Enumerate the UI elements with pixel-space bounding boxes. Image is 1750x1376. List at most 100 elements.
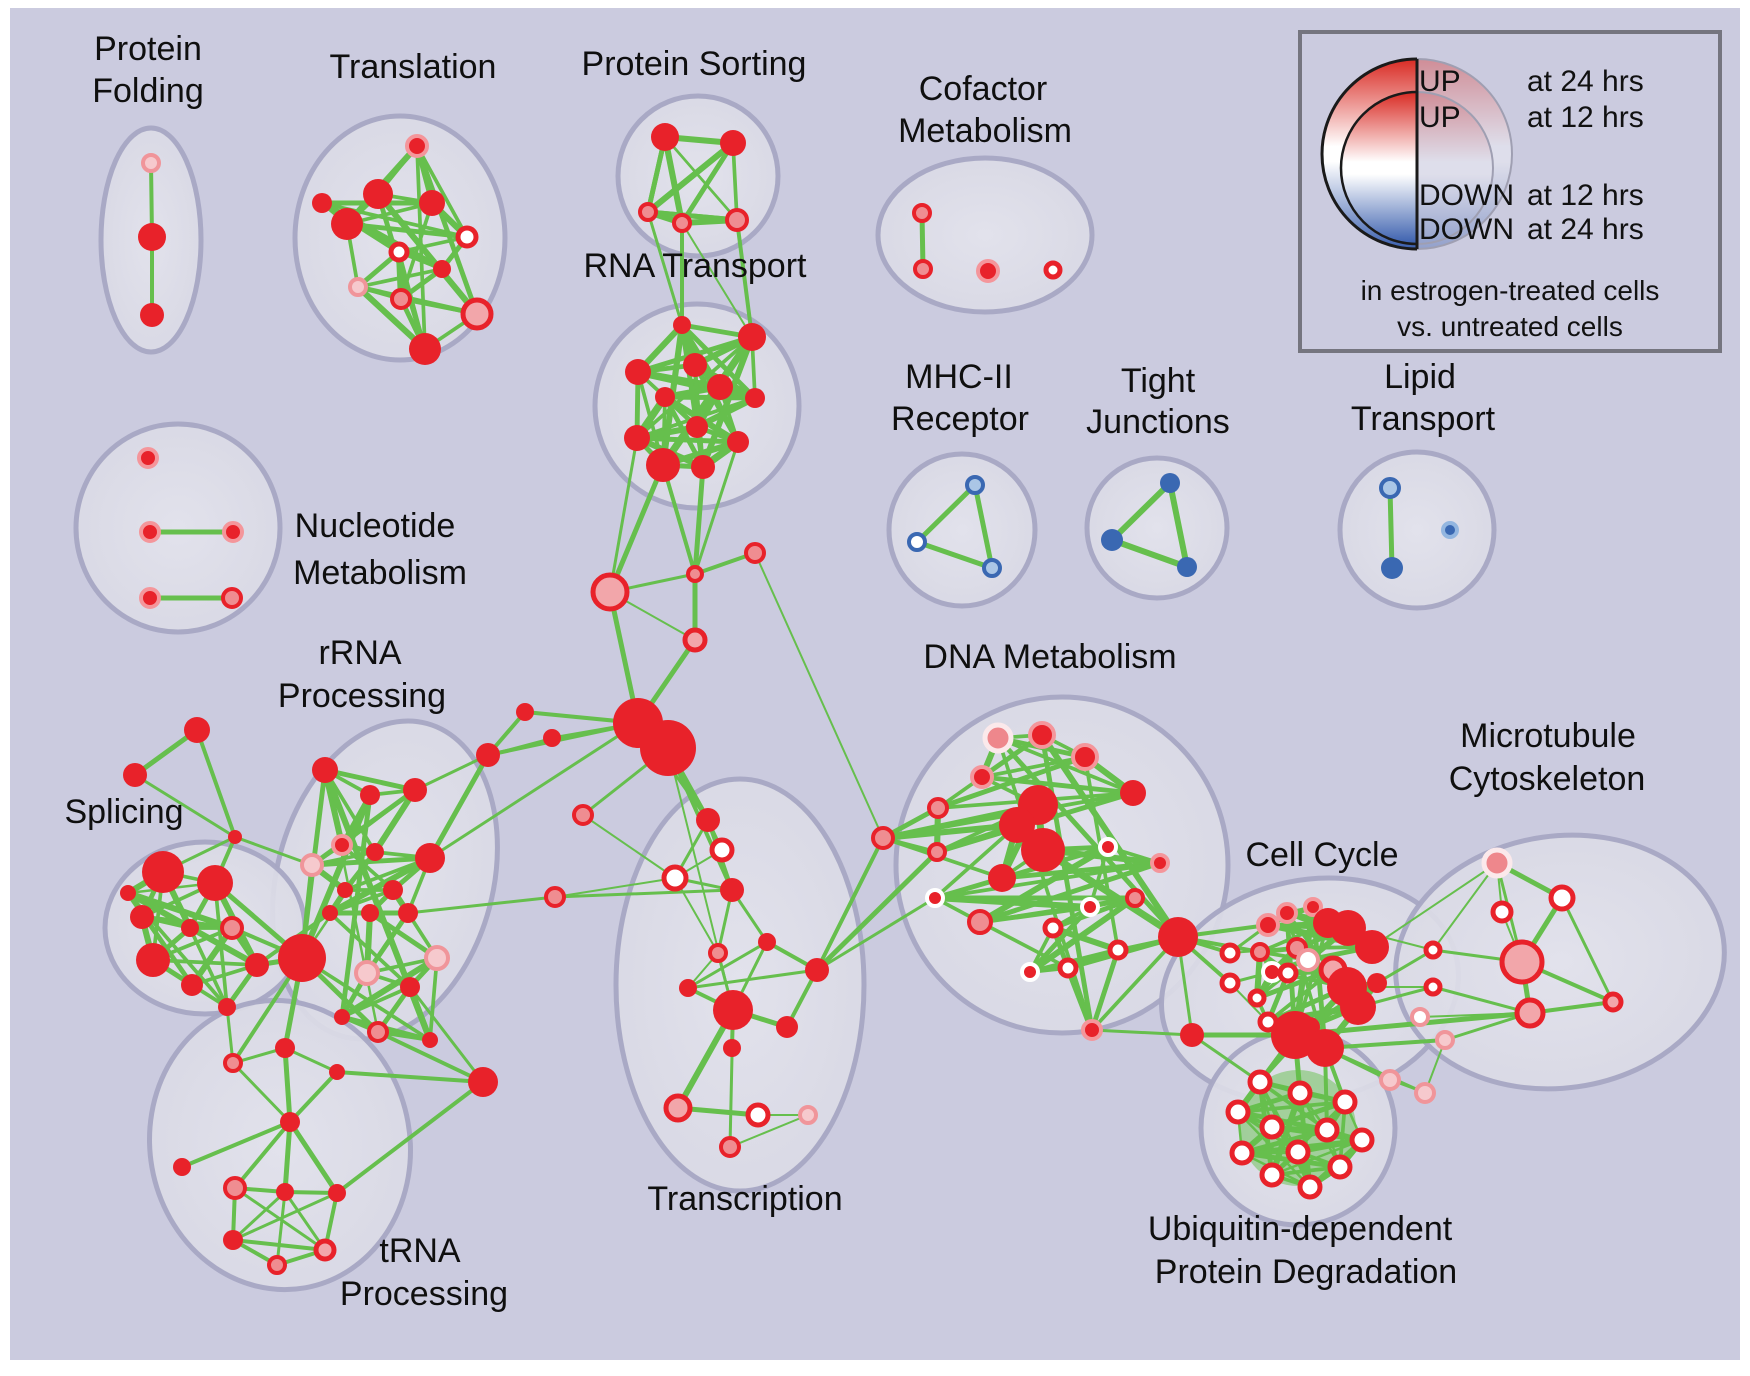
- interaction-edge: [298, 791, 374, 962]
- gene-node: [419, 190, 445, 216]
- interaction-edge: [322, 767, 418, 793]
- interaction-edge: [679, 322, 758, 401]
- cluster-label-cf: Cofactor: [919, 70, 1048, 108]
- interaction-edge: [1258, 1080, 1312, 1189]
- gene-node: [683, 353, 707, 377]
- interaction-edge: [1323, 1038, 1447, 1050]
- legend-time-label: at 24 hrs: [1527, 213, 1644, 246]
- gene-node: [1367, 973, 1387, 993]
- interaction-edge: [686, 940, 769, 990]
- gene-node: [1080, 897, 1100, 917]
- interaction-edge: [933, 861, 1162, 900]
- gene-node: [181, 974, 203, 996]
- gene-node: [651, 123, 679, 151]
- gene-node: [719, 1136, 741, 1158]
- gene-node: [1225, 1099, 1251, 1125]
- interaction-edge: [180, 1120, 292, 1169]
- interaction-edge: [681, 222, 753, 338]
- cluster-label-ub: Protein Degradation: [1155, 1253, 1457, 1291]
- cluster-label-ub: Ubiquitin-dependent: [1148, 1210, 1453, 1248]
- gene-node: [476, 743, 500, 767]
- interaction-edge: [607, 462, 666, 595]
- interaction-edge: [300, 788, 417, 960]
- interaction-edge: [1292, 1010, 1533, 1038]
- gene-node: [723, 1039, 741, 1057]
- interaction-edge: [1109, 537, 1190, 570]
- gene-node: [388, 241, 410, 263]
- interaction-edge: [1560, 896, 1615, 1004]
- interaction-edge: [406, 895, 557, 915]
- gene-node: [1180, 1023, 1204, 1047]
- gene-node: [805, 958, 829, 982]
- gene-node: [1276, 902, 1298, 924]
- interaction-edge: [328, 888, 395, 915]
- cluster-blob-tj: [1084, 455, 1230, 601]
- gene-node: [1021, 828, 1065, 872]
- gene-node: [422, 1032, 438, 1048]
- gene-node: [173, 1158, 191, 1176]
- gene-node: [744, 542, 766, 564]
- gene-node: [1256, 913, 1280, 937]
- gene-node: [1150, 853, 1170, 873]
- interaction-edge: [699, 333, 756, 471]
- interaction-edge: [646, 210, 684, 327]
- gene-node: [142, 851, 184, 893]
- interaction-edge: [1375, 948, 1435, 985]
- interaction-edge: [233, 1120, 292, 1190]
- interaction-edge: [1387, 485, 1395, 571]
- gene-node: [982, 558, 1002, 578]
- interaction-edge: [932, 844, 1111, 901]
- interaction-edge: [661, 463, 697, 576]
- gene-node: [1297, 1174, 1323, 1200]
- gene-node: [1098, 837, 1118, 857]
- gene-node: [312, 193, 332, 213]
- interaction-edge: [376, 1030, 485, 1084]
- gene-node: [1441, 521, 1459, 539]
- interaction-edge: [553, 888, 734, 899]
- interaction-edge: [339, 792, 373, 1020]
- legend-time-label: at 12 hrs: [1527, 179, 1644, 212]
- interaction-edge: [663, 135, 684, 225]
- interaction-edge: [686, 968, 819, 990]
- gene-node: [925, 888, 945, 908]
- interaction-edge: [728, 1008, 735, 1149]
- interaction-edge: [608, 436, 639, 594]
- gene-node: [1120, 780, 1146, 806]
- interaction-edge: [1038, 731, 1182, 941]
- interaction-edge: [323, 768, 380, 1034]
- interaction-edge: [729, 1114, 809, 1148]
- interaction-edge: [231, 1190, 287, 1242]
- gene-node: [707, 374, 733, 400]
- interaction-edge: [335, 1080, 485, 1195]
- gene-node: [1287, 1080, 1313, 1106]
- interaction-edge: [1049, 924, 1122, 954]
- interaction-edge: [1167, 480, 1190, 570]
- gene-node: [544, 886, 566, 908]
- gene-node: [1296, 948, 1320, 972]
- gene-node: [871, 826, 895, 850]
- gene-node: [331, 208, 363, 240]
- gene-node: [1481, 847, 1513, 879]
- gene-node: [334, 1009, 350, 1025]
- interaction-edge: [634, 435, 741, 445]
- gene-node: [1247, 1069, 1273, 1095]
- gene-node: [572, 804, 594, 826]
- interaction-edge: [693, 440, 740, 576]
- gene-node: [137, 447, 159, 469]
- legend-footer-line2: vs. untreated cells: [1397, 311, 1623, 342]
- gene-node: [970, 765, 994, 789]
- gene-node: [682, 627, 708, 653]
- interaction-edge: [374, 190, 481, 318]
- interaction-edge: [914, 539, 995, 571]
- interaction-edge: [1089, 947, 1121, 1033]
- interaction-edge: [815, 836, 885, 972]
- gene-node: [1435, 1030, 1455, 1050]
- gene-node: [130, 905, 154, 929]
- gene-node: [1379, 477, 1401, 499]
- gene-node: [982, 722, 1014, 754]
- interaction-edge: [1236, 1110, 1312, 1189]
- interaction-edge: [815, 896, 937, 972]
- gene-node: [223, 1176, 247, 1200]
- interaction-edge: [1109, 480, 1173, 543]
